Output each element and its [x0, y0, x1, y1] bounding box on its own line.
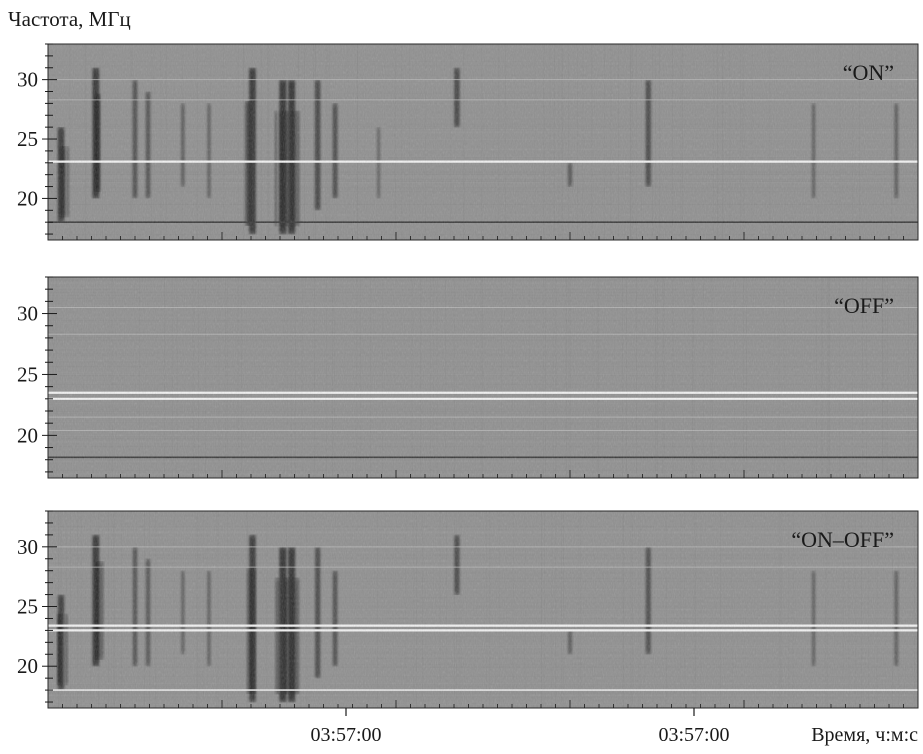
panel-off: 20 25 30 “OFF”	[17, 276, 919, 479]
noise-overlay	[48, 511, 918, 708]
y-tick-label: 30	[17, 535, 38, 559]
panel-label-on-off: “ON–OFF”	[791, 527, 894, 552]
panel-label-off: “OFF”	[834, 293, 894, 318]
x-axis-label: Время, ч:м:с	[811, 724, 918, 746]
y-tick-label: 25	[17, 127, 38, 151]
y-axis-label: Частота, МГц	[8, 7, 131, 31]
y-tick-label: 30	[17, 302, 38, 326]
panel-on-off: 20 25 30 “ON–OFF”	[17, 510, 919, 709]
y-tick-label: 30	[17, 68, 38, 92]
panel-label-on: “ON”	[843, 60, 894, 85]
y-tick-label: 20	[17, 423, 38, 447]
y-tick-label: 25	[17, 595, 38, 619]
y-tick-label: 25	[17, 362, 38, 386]
y-tick-label: 20	[17, 654, 38, 678]
noise-overlay	[48, 44, 918, 240]
panel-on: 20 25 30 “ON”	[17, 43, 919, 241]
x-tick-label-1: 03:57:00	[310, 724, 381, 746]
x-tick-label-2: 03:57:00	[658, 724, 729, 746]
noise-overlay	[48, 277, 918, 478]
y-tick-label: 20	[17, 186, 38, 210]
